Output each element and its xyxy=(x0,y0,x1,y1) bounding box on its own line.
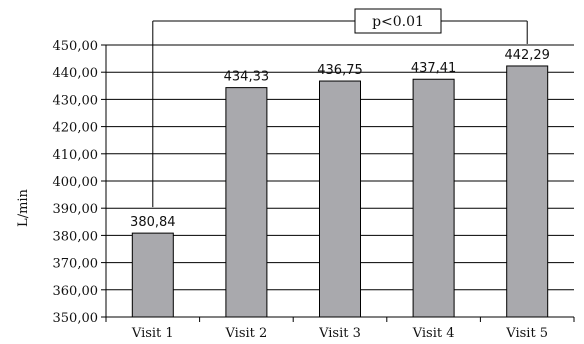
y-tick-label: 430,00 xyxy=(53,93,99,108)
bar xyxy=(506,65,549,318)
data-label: 442,29 xyxy=(504,48,550,63)
y-tick-labels: 350,00 360,00 370,00 380,00 390,00 400,00 410,… xyxy=(53,39,99,326)
bar xyxy=(131,232,174,318)
axes xyxy=(101,44,575,322)
y-axis-title: L/min xyxy=(16,188,31,226)
data-label: 380,84 xyxy=(130,215,176,230)
y-tick-label: 380,00 xyxy=(53,229,99,244)
data-label: 434,33 xyxy=(224,70,270,85)
y-tick-label: 390,00 xyxy=(53,202,99,217)
bar xyxy=(319,80,361,318)
y-tick-label: 410,00 xyxy=(53,148,99,163)
x-tick-label: Visit 2 xyxy=(225,326,268,341)
y-tick-label: 440,00 xyxy=(53,66,99,81)
data-labels: 380,84 434,33 436,75 437,41 442,29 xyxy=(130,48,550,230)
significance-bracket: p<0.01 xyxy=(152,8,528,208)
data-label: 436,75 xyxy=(317,63,363,78)
x-tick-label: Visit 1 xyxy=(131,326,174,341)
data-label: 437,41 xyxy=(411,61,457,76)
y-tick-label: 370,00 xyxy=(53,257,99,272)
bars xyxy=(131,65,549,318)
p-value-box xyxy=(354,8,442,34)
y-tick-label: 420,00 xyxy=(53,121,99,136)
x-tick-label: Visit 3 xyxy=(318,326,361,341)
x-tick-labels: Visit 1 Visit 2 Visit 3 Visit 4 Visit 5 xyxy=(131,326,548,341)
x-tick-label: Visit 4 xyxy=(412,326,455,341)
x-tick-label: Visit 5 xyxy=(505,326,548,341)
y-tick-label: 450,00 xyxy=(53,39,99,54)
y-tick-label: 360,00 xyxy=(53,284,99,299)
y-tick-label: 350,00 xyxy=(53,311,99,326)
bar xyxy=(225,87,268,318)
p-value-label: p<0.01 xyxy=(372,14,424,30)
y-tick-label: 400,00 xyxy=(53,175,99,190)
bar xyxy=(412,78,455,318)
